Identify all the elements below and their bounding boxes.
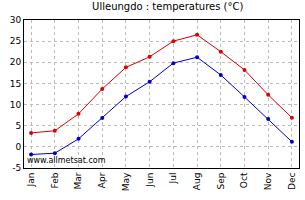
svg-text:Oct: Oct — [239, 172, 249, 188]
svg-text:Mar: Mar — [73, 172, 83, 189]
svg-text:0: 0 — [15, 142, 21, 152]
svg-text:Aug: Aug — [192, 173, 202, 191]
svg-text:5: 5 — [15, 121, 21, 131]
svg-text:Jun: Jun — [145, 173, 155, 188]
svg-text:May: May — [121, 172, 131, 191]
svg-text:Jul: Jul — [168, 173, 178, 185]
svg-text:10: 10 — [10, 100, 22, 110]
svg-text:Ulleungdo : temperatures (°C): Ulleungdo : temperatures (°C) — [92, 1, 243, 12]
svg-text:30: 30 — [10, 15, 22, 25]
svg-text:20: 20 — [10, 57, 22, 67]
svg-text:Feb: Feb — [50, 172, 60, 188]
svg-text:Jan: Jan — [26, 173, 36, 188]
svg-text:-5: -5 — [12, 163, 21, 173]
svg-text:Apr: Apr — [97, 172, 107, 188]
svg-text:Sep: Sep — [216, 172, 226, 189]
svg-text:Dec: Dec — [287, 173, 297, 190]
svg-text:15: 15 — [10, 79, 21, 89]
svg-text:25: 25 — [10, 36, 21, 46]
svg-text:www.allmetsat.com: www.allmetsat.com — [27, 156, 106, 165]
svg-text:Nov: Nov — [263, 172, 273, 190]
